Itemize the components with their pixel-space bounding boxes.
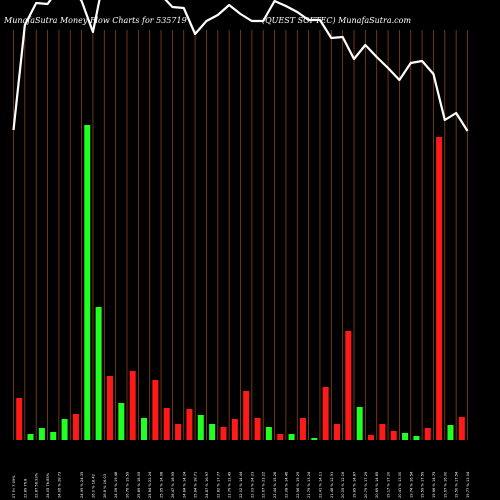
x-tick-label: 21.79 % 12.49 xyxy=(228,471,232,498)
flow-bar xyxy=(311,438,318,440)
flow-bar xyxy=(368,435,375,440)
x-tick-label: 19.77 % 13.04 xyxy=(466,471,470,498)
x-tick-label: 22.02 % 14.44 xyxy=(239,471,243,498)
x-tick-label: 24.06 % 19.48 xyxy=(114,471,118,498)
x-tick-label: 22.41 % 14.11 xyxy=(318,472,322,498)
flow-bar xyxy=(231,419,238,440)
flow-bar xyxy=(299,418,306,440)
x-tick-label: 24.06 % 28.73 xyxy=(57,472,61,498)
flow-bar xyxy=(447,425,454,440)
x-tick-label: 24.87 % 16.97 xyxy=(205,472,209,498)
x-tick-label: 25.84 % 22.24 xyxy=(148,471,152,498)
x-tick-label: 26.76 % 19.59 xyxy=(126,471,130,498)
flow-bar xyxy=(243,391,250,440)
x-tick-label: 19.17 % 17.20 xyxy=(387,471,391,498)
x-tick-label: 21.48 % 12.91 xyxy=(330,472,334,498)
x-tick-label: 19.74 % 16.54 xyxy=(409,471,413,498)
x-tick-label: 20.69 % 14.85 xyxy=(375,472,379,498)
flow-bar xyxy=(424,428,431,440)
x-tick-label: 24.99 % 24.35 xyxy=(80,472,84,498)
flow-bar xyxy=(220,427,227,440)
flow-bar xyxy=(390,431,397,440)
flow-bar xyxy=(379,424,386,440)
flow-bar xyxy=(141,418,148,440)
flow-bar xyxy=(163,408,170,440)
price-line-path xyxy=(12,0,469,132)
chart-header-right: (QUEST SOFTEC) MunafaSutra.com xyxy=(262,16,411,25)
flow-bar xyxy=(277,434,284,440)
flow-bar xyxy=(413,436,420,440)
flow-bar xyxy=(72,414,79,440)
flow-bar xyxy=(345,331,352,440)
flow-bar xyxy=(38,428,45,440)
x-tick-label: 24.84 % 14.24 xyxy=(182,471,186,498)
flow-bar xyxy=(84,125,91,440)
flow-bar xyxy=(265,427,272,440)
flow-bar xyxy=(197,415,204,440)
x-tick-label: 26.8 % 16.03 xyxy=(103,474,107,498)
x-tick-label: 28.47 % 18.95 xyxy=(171,472,175,498)
x-tick-label: 20.41 % 13.00 xyxy=(398,471,402,498)
flow-bar xyxy=(27,434,34,440)
x-tick-label: 25.89 % 18.05 xyxy=(137,472,141,498)
x-tick-label: 21.79 % 13.24 xyxy=(307,471,311,498)
x-tick-label: 22.89 76.8 xyxy=(23,478,27,498)
x-tick-label: 25.95 % 14.08 xyxy=(160,471,164,498)
flow-bar xyxy=(118,403,125,440)
x-tick-label: 19.59 % 17.59 xyxy=(421,471,425,498)
flow-bar xyxy=(254,418,261,440)
flow-bar xyxy=(152,380,159,440)
x-tick-label: 22.56 % 19.29 xyxy=(296,471,300,498)
flow-bar xyxy=(458,417,465,440)
price-line xyxy=(12,0,469,132)
x-tick-label: 22.03 % 24.23 xyxy=(250,472,254,498)
flow-bars xyxy=(16,125,465,440)
x-tick-label: 26.0 % 18.42 xyxy=(91,474,95,498)
flow-bar xyxy=(436,137,443,440)
x-tick-label: 22.44 % 15.28 xyxy=(273,471,277,498)
flow-bar xyxy=(106,376,113,440)
x-tick-label: 07 Fri 7.09% xyxy=(12,475,16,498)
flow-bar xyxy=(333,424,340,440)
flow-bar xyxy=(356,407,363,440)
x-tick-label: 22.67 % 23.22 xyxy=(262,472,266,498)
flow-bar xyxy=(288,434,295,440)
flow-bar xyxy=(61,419,68,440)
x-tick-label: 19.89 % 14.87 xyxy=(353,472,357,498)
flow-bar xyxy=(16,398,23,440)
x-tick-label: 19.67 % 16.00 xyxy=(443,471,447,498)
flow-bar xyxy=(209,424,216,440)
x-tick-label: 22.87 58.93% xyxy=(35,472,39,498)
x-tick-labels: 07 Fri 7.09% 22.89 76.8 22.87 58.93% 24.05 … xyxy=(12,471,470,498)
gridlines xyxy=(13,30,468,440)
flow-bar xyxy=(95,307,102,440)
flow-bar xyxy=(402,433,409,440)
x-tick-label: 19.50 % 17.54 xyxy=(455,471,459,498)
flow-bar xyxy=(50,432,57,440)
x-tick-label: 20.05 % 12.16 xyxy=(341,471,345,498)
flow-bar xyxy=(322,387,329,440)
flow-bar xyxy=(129,371,136,440)
x-tick-label: 25.84 % 18.71 xyxy=(194,472,198,498)
x-tick-label: 22.82 % 17.77 xyxy=(216,472,220,498)
x-tick-label: 22.08 % 14.46 xyxy=(284,471,288,498)
chart-header-left: MunafaSutra Money Flow Charts for 535719 xyxy=(3,16,187,25)
flow-bar xyxy=(186,409,193,440)
x-tick-label: 19.66 % 14.75 xyxy=(432,472,436,498)
x-tick-label: 24.05 76.85% xyxy=(46,472,50,498)
flow-bar xyxy=(175,424,182,440)
x-tick-label: 20.79 % 17.29 xyxy=(364,471,368,498)
